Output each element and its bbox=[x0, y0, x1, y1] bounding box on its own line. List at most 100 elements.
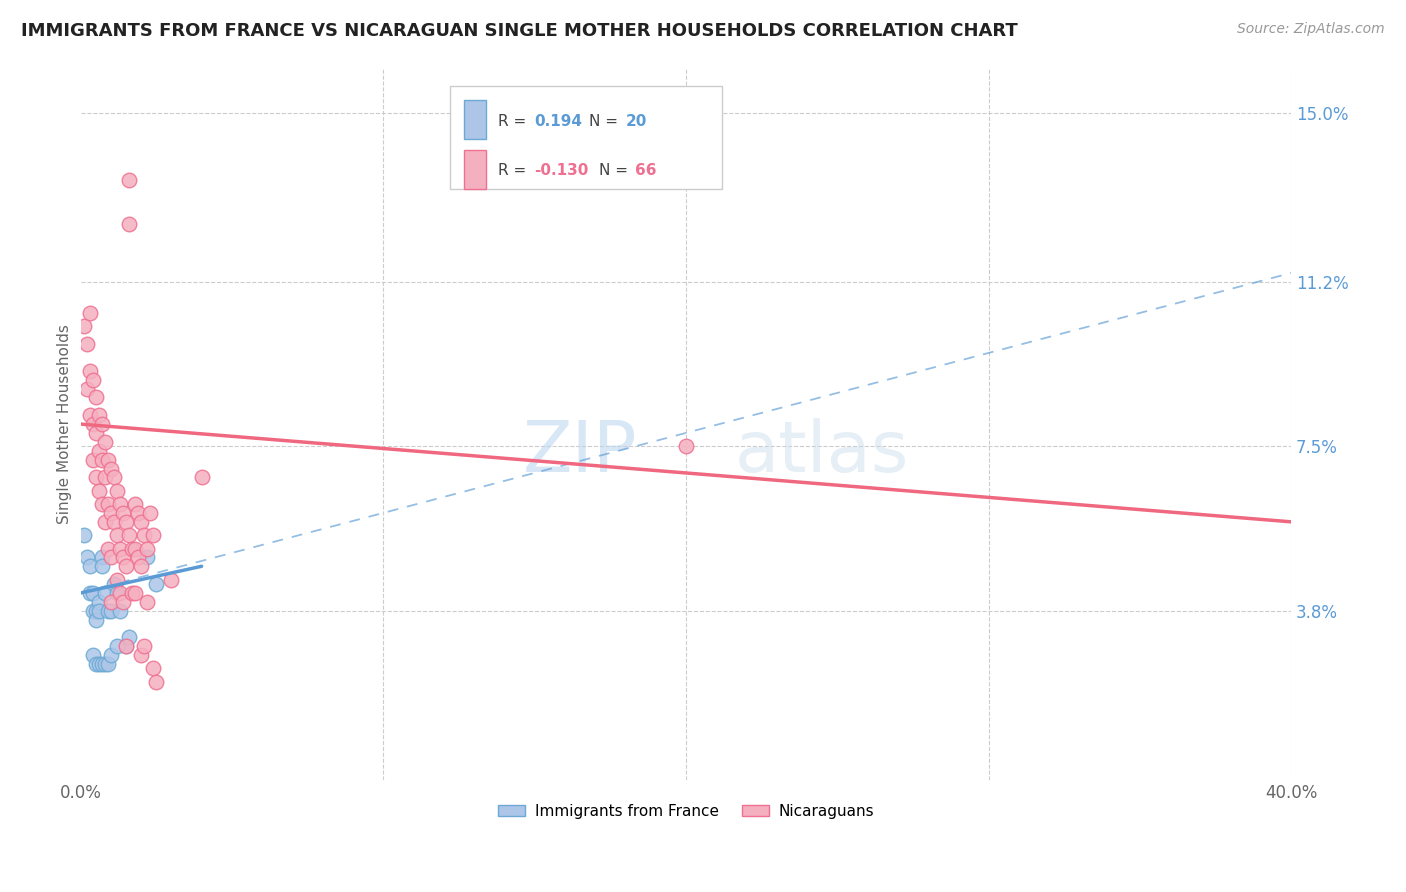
Point bbox=[87, 443, 110, 458]
Point bbox=[84, 604, 107, 618]
Point bbox=[84, 613, 107, 627]
Point bbox=[103, 515, 125, 529]
Point bbox=[108, 604, 131, 618]
Point bbox=[127, 550, 149, 565]
Point bbox=[100, 648, 122, 662]
Point bbox=[90, 452, 112, 467]
Point bbox=[103, 470, 125, 484]
FancyBboxPatch shape bbox=[464, 150, 486, 188]
Point bbox=[190, 470, 212, 484]
Text: 0.194: 0.194 bbox=[534, 114, 582, 128]
Point bbox=[84, 470, 107, 484]
Point bbox=[87, 604, 110, 618]
Point bbox=[129, 648, 152, 662]
Point bbox=[97, 541, 120, 556]
Point bbox=[79, 364, 101, 378]
Point bbox=[108, 541, 131, 556]
Point bbox=[84, 425, 107, 440]
Point bbox=[93, 657, 115, 671]
Point bbox=[118, 217, 141, 231]
Point bbox=[115, 559, 138, 574]
Point bbox=[115, 515, 138, 529]
Point bbox=[79, 306, 101, 320]
Point bbox=[108, 586, 131, 600]
Point bbox=[97, 497, 120, 511]
Point bbox=[79, 586, 101, 600]
Point bbox=[124, 541, 146, 556]
Point bbox=[118, 631, 141, 645]
Point bbox=[82, 648, 104, 662]
Point bbox=[76, 337, 98, 351]
Text: Source: ZipAtlas.com: Source: ZipAtlas.com bbox=[1237, 22, 1385, 37]
Point bbox=[145, 577, 167, 591]
Point bbox=[87, 408, 110, 422]
Point bbox=[132, 528, 155, 542]
Point bbox=[136, 550, 159, 565]
Point bbox=[142, 661, 165, 675]
Point bbox=[97, 604, 120, 618]
Point bbox=[82, 452, 104, 467]
Point bbox=[93, 434, 115, 449]
Point bbox=[100, 550, 122, 565]
Point bbox=[82, 604, 104, 618]
Point bbox=[118, 528, 141, 542]
Text: ZIP: ZIP bbox=[523, 418, 637, 487]
Point bbox=[100, 506, 122, 520]
Point bbox=[111, 506, 134, 520]
Point bbox=[87, 595, 110, 609]
Point bbox=[90, 559, 112, 574]
Point bbox=[105, 573, 128, 587]
Point bbox=[97, 657, 120, 671]
Text: N =: N = bbox=[589, 114, 623, 128]
Point bbox=[84, 391, 107, 405]
Text: 20: 20 bbox=[626, 114, 647, 128]
Point bbox=[100, 595, 122, 609]
Point bbox=[115, 640, 138, 654]
Point bbox=[124, 497, 146, 511]
Point bbox=[97, 452, 120, 467]
Legend: Immigrants from France, Nicaraguans: Immigrants from France, Nicaraguans bbox=[492, 798, 880, 825]
Point bbox=[72, 319, 94, 334]
Point bbox=[118, 172, 141, 186]
Point bbox=[136, 595, 159, 609]
Text: R =: R = bbox=[498, 163, 531, 178]
Point bbox=[90, 657, 112, 671]
Point bbox=[127, 506, 149, 520]
Point bbox=[111, 550, 134, 565]
Point bbox=[79, 559, 101, 574]
FancyBboxPatch shape bbox=[450, 87, 723, 189]
Point bbox=[87, 483, 110, 498]
Point bbox=[115, 640, 138, 654]
Point bbox=[76, 382, 98, 396]
Y-axis label: Single Mother Households: Single Mother Households bbox=[58, 324, 72, 524]
Point bbox=[675, 439, 697, 453]
Point bbox=[76, 550, 98, 565]
Point bbox=[139, 506, 162, 520]
Point bbox=[105, 483, 128, 498]
Point bbox=[124, 586, 146, 600]
Point bbox=[108, 497, 131, 511]
Point bbox=[93, 470, 115, 484]
Point bbox=[93, 586, 115, 600]
Text: N =: N = bbox=[599, 163, 633, 178]
FancyBboxPatch shape bbox=[464, 100, 486, 139]
Point bbox=[105, 640, 128, 654]
Point bbox=[82, 417, 104, 431]
Point bbox=[105, 528, 128, 542]
Point bbox=[142, 528, 165, 542]
Point bbox=[90, 550, 112, 565]
Point bbox=[145, 674, 167, 689]
Point bbox=[82, 373, 104, 387]
Text: -0.130: -0.130 bbox=[534, 163, 589, 178]
Point bbox=[72, 528, 94, 542]
Point bbox=[100, 461, 122, 475]
Text: atlas: atlas bbox=[734, 418, 908, 487]
Point bbox=[79, 408, 101, 422]
Text: R =: R = bbox=[498, 114, 531, 128]
Text: 66: 66 bbox=[636, 163, 657, 178]
Point bbox=[121, 541, 143, 556]
Point bbox=[121, 586, 143, 600]
Point bbox=[111, 595, 134, 609]
Point bbox=[82, 586, 104, 600]
Point bbox=[136, 541, 159, 556]
